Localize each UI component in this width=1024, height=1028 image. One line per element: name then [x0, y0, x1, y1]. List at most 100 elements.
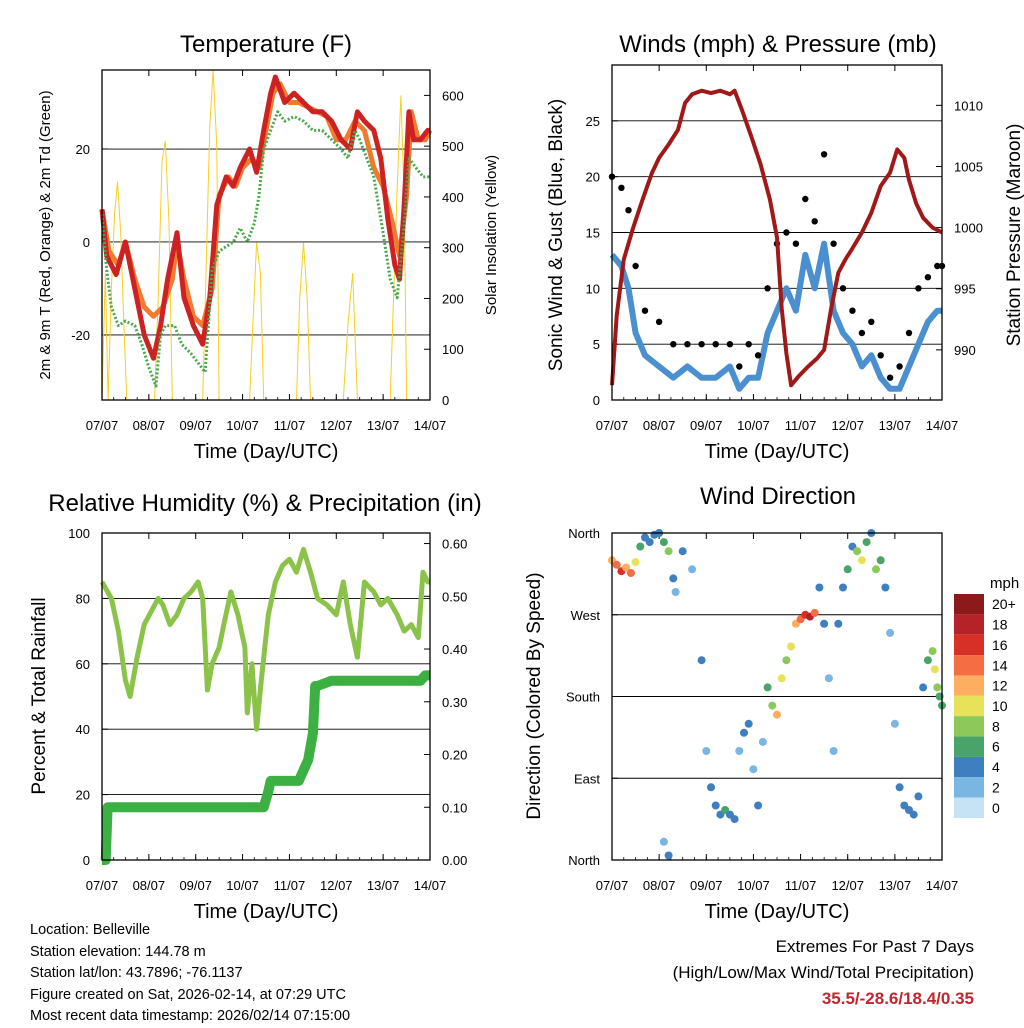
direction-xtick-label: 07/07: [596, 878, 629, 893]
total-precipitation-line: [100, 670, 431, 865]
humidity-xtick-label: 11/07: [274, 878, 306, 893]
extremes-heading: Extremes For Past 7 Days: [775, 937, 974, 956]
direction-point: [631, 558, 640, 567]
gust-point: [896, 363, 903, 370]
temperature-ytick-right-label: 400: [442, 190, 464, 205]
direction-point: [740, 728, 748, 737]
winds-ytick-label: 20: [586, 170, 600, 185]
direction-point: [886, 628, 895, 637]
winds-xtick-label: 11/07: [785, 418, 817, 433]
direction-point: [834, 619, 843, 628]
direction-point: [824, 674, 833, 683]
2m-t-line: [99, 74, 431, 361]
gust-point: [877, 352, 884, 359]
humidity-ytick-right-label: 0.40: [442, 642, 467, 657]
direction-point: [777, 674, 786, 683]
gust-point: [712, 341, 719, 348]
direction-point: [622, 563, 631, 572]
direction-point: [754, 801, 763, 810]
direction-point: [933, 683, 942, 692]
direction-title: Wind Direction: [700, 483, 856, 510]
gust-point: [868, 318, 875, 325]
direction-point: [787, 642, 796, 651]
temperature-title: Temperature (F): [180, 31, 352, 58]
colorbar-label: 2: [992, 779, 1000, 795]
humidity-ytick-label: 100: [68, 526, 90, 541]
direction-point: [930, 665, 939, 674]
winds-xtick-label: 07/07: [596, 418, 629, 433]
colorbar-swatch: [954, 594, 984, 615]
colorbar-swatch: [954, 695, 984, 717]
colorbar-swatch: [954, 736, 984, 757]
direction-point: [815, 583, 824, 592]
humidity-ylabel: Percent & Total Rainfall: [29, 597, 50, 794]
winds-ytick-right-label: 1000: [954, 221, 983, 236]
direction-point: [810, 608, 819, 617]
direction-point: [688, 565, 697, 574]
direction-point: [839, 583, 847, 592]
winds-xtick-label: 12/07: [831, 418, 864, 433]
humidity-xtick-label: 10/07: [226, 878, 259, 893]
direction-ytick-label: West: [571, 608, 601, 623]
direction-point: [763, 683, 772, 692]
direction-point: [890, 719, 899, 728]
humidity-ytick-label: 60: [76, 657, 90, 672]
humidity-xtick-label: 13/07: [367, 878, 400, 893]
direction-point: [612, 560, 621, 569]
humidity-xtick-label: 14/07: [414, 878, 447, 893]
direction-point: [664, 851, 673, 860]
direction-xlabel: Time (Day/UTC): [705, 901, 850, 923]
winds-xtick-label: 14/07: [926, 418, 959, 433]
winds-ytick-label: 10: [586, 281, 600, 296]
direction-point: [881, 583, 890, 592]
gust-point: [915, 285, 922, 292]
winds-ytick-right-label: 1005: [954, 159, 983, 174]
direction-point: [664, 547, 673, 556]
temperature-xtick-label: 11/07: [274, 418, 306, 433]
figure-created: Figure created on Sat, 2026-02-14, at 07…: [30, 986, 346, 1003]
humidity-plot-area: 07/07 08/07 09/07 10/07 11/07 12/07 13/07 14/07…: [68, 526, 467, 893]
direction-ytick-label: North: [568, 853, 600, 868]
direction-point: [909, 810, 918, 819]
humidity-ytick-label: 80: [76, 591, 90, 606]
humidity-ytick-right-label: 0.50: [442, 589, 467, 604]
direction-panel: Wind Direction 07/07 08/07 09/07 10/07 11/07…: [524, 483, 1019, 923]
extremes-values: 35.5/-28.6/18.4/0.35: [821, 989, 974, 1008]
temperature-xtick-label: 10/07: [226, 418, 259, 433]
direction-point: [697, 656, 706, 665]
colorbar-swatch: [954, 797, 984, 818]
humidity-xtick-label: 08/07: [133, 878, 166, 893]
colorbar-label: 8: [992, 718, 1000, 734]
direction-point: [671, 588, 680, 596]
colorbar-swatch: [954, 777, 984, 798]
humidity-frame: [101, 532, 431, 861]
direction-point: [773, 710, 781, 719]
winds-xlabel: Time (Day/UTC): [705, 441, 850, 463]
temperature-ytick-right-label: 0: [442, 393, 449, 408]
humidity-xlabel: Time (Day/UTC): [194, 901, 339, 923]
temperature-xtick-label: 13/07: [367, 418, 400, 433]
colorbar-swatch: [954, 675, 984, 696]
humidity-ytick-label: 20: [76, 788, 90, 803]
direction-point: [711, 801, 720, 810]
winds-frame: [611, 64, 943, 401]
colorbar-label: 16: [992, 637, 1008, 653]
direction-point: [782, 656, 791, 665]
direction-point: [659, 837, 668, 846]
speed-colorbar: mph 20+ 18 16 14 12 10 8 6 4 2 0: [954, 575, 1019, 818]
gust-point: [764, 285, 771, 292]
humidity-ytick-label: 40: [76, 722, 90, 737]
colorbar-swatch: [954, 756, 984, 778]
direction-point: [914, 792, 923, 801]
gust-point: [670, 341, 677, 348]
temperature-xtick-label: 09/07: [179, 418, 212, 433]
temperature-ylabel: 2m & 9m T (Red, Orange) & 2m Td (Green): [37, 90, 54, 379]
winds-ytick-label: 5: [593, 337, 600, 352]
gust-point: [625, 207, 632, 214]
station-latlon: Station lat/lon: 43.7896; -76.1137: [30, 965, 243, 981]
direction-point: [820, 619, 829, 628]
direction-point: [923, 656, 932, 665]
extremes-subheading: (High/Low/Max Wind/Total Precipitation): [672, 963, 974, 982]
direction-point: [730, 815, 739, 824]
